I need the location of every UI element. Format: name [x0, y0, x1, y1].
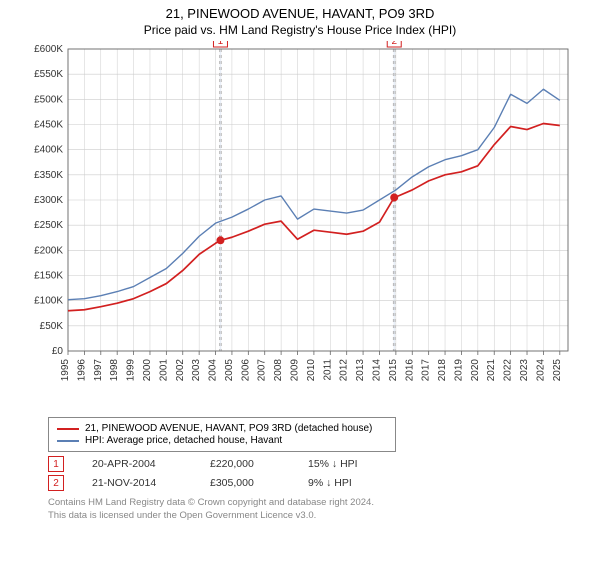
marker-delta: 9% ↓ HPI: [308, 477, 388, 489]
svg-text:£150K: £150K: [34, 271, 63, 282]
svg-text:£100K: £100K: [34, 296, 63, 307]
svg-text:2014: 2014: [371, 359, 382, 382]
svg-text:1998: 1998: [109, 359, 120, 382]
svg-text:2021: 2021: [486, 359, 497, 382]
svg-text:2018: 2018: [437, 359, 448, 382]
svg-text:2010: 2010: [306, 359, 317, 382]
legend: 21, PINEWOOD AVENUE, HAVANT, PO9 3RD (de…: [48, 417, 396, 452]
svg-text:2005: 2005: [224, 359, 235, 382]
svg-text:2017: 2017: [421, 359, 432, 382]
marker-table: 1 20-APR-2004 £220,000 15% ↓ HPI 2 21-NO…: [48, 456, 580, 491]
legend-item: HPI: Average price, detached house, Hava…: [57, 435, 387, 446]
marker-price: £220,000: [210, 458, 280, 470]
marker-badge: 2: [48, 475, 64, 491]
svg-text:2012: 2012: [339, 359, 350, 382]
marker-date: 20-APR-2004: [92, 458, 182, 470]
svg-text:£600K: £600K: [34, 44, 63, 55]
svg-text:£550K: £550K: [34, 69, 63, 80]
svg-text:1996: 1996: [76, 359, 87, 382]
svg-text:£250K: £250K: [34, 220, 63, 231]
chart-title-block: 21, PINEWOOD AVENUE, HAVANT, PO9 3RD Pri…: [0, 6, 600, 37]
svg-text:2008: 2008: [273, 359, 284, 382]
svg-text:£50K: £50K: [40, 321, 64, 332]
svg-text:£300K: £300K: [34, 195, 63, 206]
legend-label: 21, PINEWOOD AVENUE, HAVANT, PO9 3RD (de…: [85, 423, 372, 434]
marker-badge: 1: [48, 456, 64, 472]
legend-item: 21, PINEWOOD AVENUE, HAVANT, PO9 3RD (de…: [57, 423, 387, 434]
legend-swatch: [57, 440, 79, 442]
svg-text:2016: 2016: [404, 359, 415, 382]
svg-text:2: 2: [391, 41, 397, 47]
svg-text:1999: 1999: [126, 359, 137, 382]
svg-text:2019: 2019: [453, 359, 464, 382]
svg-text:2025: 2025: [552, 359, 563, 382]
svg-text:2003: 2003: [191, 359, 202, 382]
svg-text:2015: 2015: [388, 359, 399, 382]
svg-text:2007: 2007: [257, 359, 268, 382]
chart-title-line2: Price paid vs. HM Land Registry's House …: [0, 23, 600, 37]
svg-text:2004: 2004: [208, 359, 219, 382]
footer-line2: This data is licensed under the Open Gov…: [48, 510, 580, 523]
svg-text:2000: 2000: [142, 359, 153, 382]
marker-row: 2 21-NOV-2014 £305,000 9% ↓ HPI: [48, 475, 580, 491]
svg-text:1: 1: [218, 41, 224, 47]
svg-text:£350K: £350K: [34, 170, 63, 181]
marker-date: 21-NOV-2014: [92, 477, 182, 489]
legend-label: HPI: Average price, detached house, Hava…: [85, 435, 282, 446]
svg-text:2023: 2023: [519, 359, 530, 382]
svg-text:2011: 2011: [322, 359, 333, 381]
footer-attribution: Contains HM Land Registry data © Crown c…: [48, 497, 580, 523]
svg-text:£0: £0: [52, 346, 64, 357]
svg-text:2002: 2002: [175, 359, 186, 382]
svg-text:2013: 2013: [355, 359, 366, 382]
svg-text:2006: 2006: [240, 359, 251, 382]
marker-price: £305,000: [210, 477, 280, 489]
svg-text:1997: 1997: [93, 359, 104, 382]
svg-text:2020: 2020: [470, 359, 481, 382]
svg-text:£200K: £200K: [34, 245, 63, 256]
svg-text:£500K: £500K: [34, 94, 63, 105]
svg-text:1995: 1995: [60, 359, 71, 382]
svg-text:2024: 2024: [535, 359, 546, 382]
svg-text:2009: 2009: [290, 359, 301, 382]
marker-delta: 15% ↓ HPI: [308, 458, 388, 470]
chart-title-line1: 21, PINEWOOD AVENUE, HAVANT, PO9 3RD: [0, 6, 600, 21]
svg-text:£400K: £400K: [34, 145, 63, 156]
chart-svg: £0 £50K £100K £150K £200K £250K £300K £350K £400…: [20, 41, 580, 411]
price-chart: £0 £50K £100K £150K £200K £250K £300K £350K £400…: [20, 41, 580, 411]
marker-row: 1 20-APR-2004 £220,000 15% ↓ HPI: [48, 456, 580, 472]
legend-swatch: [57, 428, 79, 430]
svg-text:2001: 2001: [158, 359, 169, 382]
svg-text:£450K: £450K: [34, 120, 63, 131]
svg-text:2022: 2022: [503, 359, 514, 382]
footer-line1: Contains HM Land Registry data © Crown c…: [48, 497, 580, 510]
